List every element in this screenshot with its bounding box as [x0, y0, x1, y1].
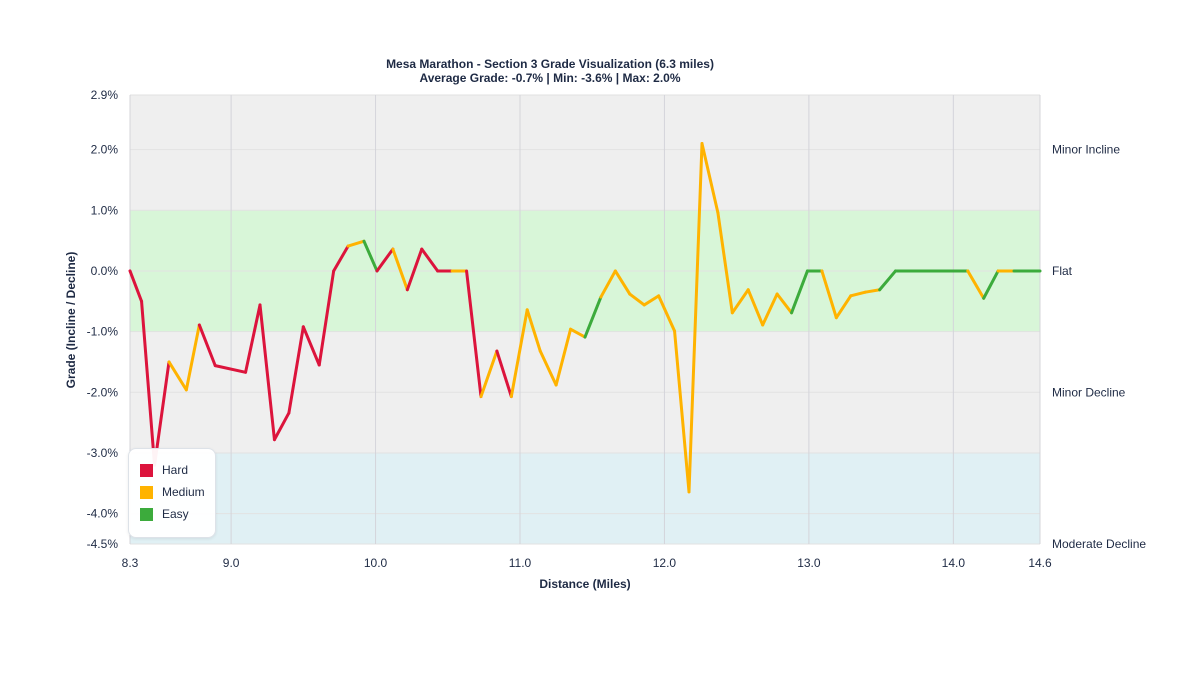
y-tick-label: -2.0%	[87, 385, 119, 399]
x-tick-label: 14.6	[1028, 556, 1052, 570]
grade-segment-medium	[761, 292, 779, 327]
grade-segment-medium	[569, 327, 587, 339]
grade-segment-medium	[700, 142, 720, 215]
grade-segment-medium	[613, 269, 632, 296]
y-tick-label: 0.0%	[91, 264, 119, 278]
grade-segment-easy	[583, 295, 603, 339]
hard-swatch	[140, 463, 153, 477]
grade-segment-medium	[966, 269, 986, 300]
grade-segment-hard	[140, 299, 157, 467]
x-tick-label: 8.3	[122, 556, 139, 570]
zone-label: Flat	[1052, 264, 1073, 278]
chart-subtitle: Average Grade: -0.7% | Min: -3.6% | Max:…	[419, 71, 680, 85]
y-tick-label: 1.0%	[91, 203, 119, 217]
y-tick-label: 2.9%	[91, 88, 119, 102]
grade-segment-medium	[391, 247, 409, 292]
grade-segment-hard	[375, 247, 395, 273]
grade-segment-easy	[878, 269, 898, 292]
grade-segment-hard	[301, 325, 321, 367]
grade-segment-hard	[317, 269, 336, 367]
grade-segment-medium	[716, 211, 734, 315]
grade-segment-medium	[834, 294, 853, 320]
grade-segment-medium	[346, 239, 366, 248]
zone-band	[130, 452, 1040, 544]
legend-item-easy[interactable]: Easy	[140, 507, 189, 521]
grade-segment-hard	[495, 349, 513, 399]
x-tick-label: 10.0	[364, 556, 388, 570]
x-tick-label: 13.0	[797, 556, 821, 570]
grade-segment-hard	[258, 303, 276, 442]
legend-label: Hard	[162, 463, 189, 477]
y-tick-label: 2.0%	[91, 143, 119, 157]
grade-segment-medium	[628, 292, 646, 307]
grade-segment-medium	[479, 349, 499, 399]
x-axis-label: Distance (Miles)	[539, 577, 630, 591]
grade-segment-medium	[687, 142, 704, 494]
grade-segment-hard	[213, 364, 248, 374]
grade-segment-medium	[863, 288, 882, 294]
medium-swatch	[140, 485, 153, 499]
grade-segment-medium	[642, 294, 661, 307]
zone-label: Moderate Decline	[1052, 537, 1146, 551]
grade-segment-hard	[128, 269, 144, 303]
chart-title: Mesa Marathon - Section 3 Grade Visualiz…	[386, 57, 714, 71]
grade-segment-hard	[465, 269, 483, 399]
grade-segment-hard	[197, 323, 217, 368]
x-tick-label: 12.0	[653, 556, 677, 570]
grade-segment-medium	[849, 290, 867, 298]
grade-segment-medium	[509, 308, 529, 399]
grade-segment-medium	[746, 288, 765, 327]
grade-segment-medium	[730, 288, 750, 315]
grade-segment-easy	[982, 269, 1000, 300]
grade-segment-medium	[538, 349, 558, 387]
grade-segment-medium	[599, 269, 617, 299]
grade-segment-hard	[272, 411, 291, 442]
y-tick-label: -3.0%	[87, 446, 119, 460]
zone-band	[130, 95, 1040, 211]
y-tick-label: -4.0%	[87, 507, 119, 521]
legend-label: Medium	[162, 485, 205, 499]
grade-segment-medium	[673, 329, 691, 494]
y-axis-label: Grade (Incline / Decline)	[64, 252, 78, 389]
grade-segment-medium	[554, 327, 573, 387]
easy-swatch	[140, 507, 153, 521]
x-tick-label: 11.0	[509, 556, 532, 570]
grade-segment-medium	[525, 308, 542, 353]
legend-label: Easy	[162, 507, 189, 521]
legend: Hard Medium Easy	[128, 448, 216, 538]
grade-segment-hard	[332, 244, 350, 273]
grade-segment-easy	[362, 239, 379, 273]
grade-segment-medium	[775, 292, 794, 315]
zone-label: Minor Incline	[1052, 143, 1120, 157]
grade-segment-easy	[790, 269, 809, 315]
grade-segment-medium	[657, 294, 677, 333]
grade-segment-medium	[167, 360, 188, 392]
zone-label: Minor Decline	[1052, 385, 1126, 399]
grade-segment-hard	[244, 303, 262, 374]
x-tick-label: 14.0	[942, 556, 966, 570]
y-tick-label: -4.5%	[87, 537, 119, 551]
grade-segment-medium	[820, 269, 838, 320]
grade-segment-hard	[405, 247, 424, 292]
grade-segment-medium	[184, 323, 201, 392]
legend-item-medium[interactable]: Medium	[140, 485, 205, 499]
x-tick-label: 9.0	[223, 556, 240, 570]
grade-segment-hard	[153, 360, 171, 467]
grade-segment-hard	[287, 325, 305, 415]
y-tick-label: -1.0%	[87, 325, 119, 339]
legend-item-hard[interactable]: Hard	[140, 463, 188, 477]
grade-segment-hard	[420, 247, 440, 273]
